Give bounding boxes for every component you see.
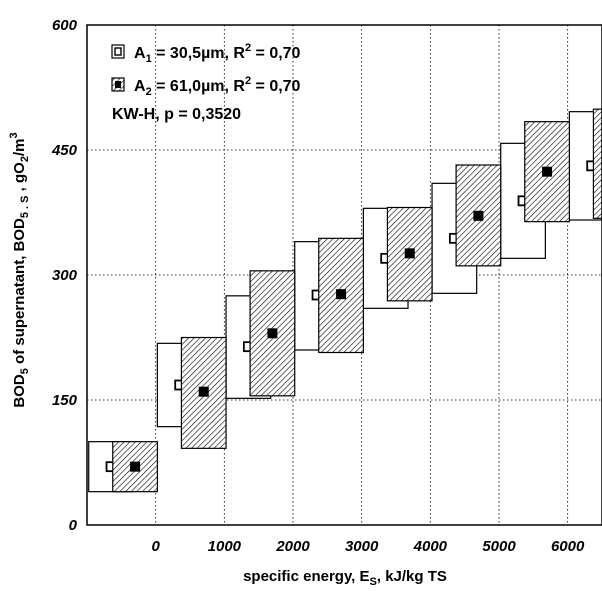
x-tick-label: 0 (151, 538, 160, 555)
x-tick-label: 4000 (413, 538, 448, 555)
y-tick-label: 0 (69, 517, 78, 534)
y-tick-label: 600 (52, 17, 78, 34)
box-series-2 (592, 108, 602, 219)
legend: A1 = 30,5µm, R2 = 0,70 A2 = 61,0µm, R2 =… (111, 42, 301, 123)
y-tick-label: 150 (52, 392, 78, 409)
legend-note: KW-H, p = 0,3520 (112, 106, 241, 123)
y-tick-label: 300 (52, 267, 78, 284)
x-tick-label: 2000 (275, 538, 310, 555)
x-tick-label: 3000 (345, 538, 379, 555)
legend-entry-2: A2 = 61,0µm, R2 = 0,70 (134, 75, 301, 98)
mean-marker-series-2 (404, 248, 415, 259)
legend-open-square-inner-icon (114, 47, 122, 56)
mean-marker-series-2 (130, 461, 141, 472)
x-tick-label: 6000 (551, 538, 585, 555)
y-tick-labels: 0 150 300 450 600 (51, 17, 78, 534)
mean-marker-series-2 (542, 166, 553, 177)
legend-entry-1: A1 = 30,5µm, R2 = 0,70 (134, 42, 301, 65)
y-axis-title: BOD5 of supernatant, BOD5 . S , gO2/m3 (8, 132, 31, 407)
box-series-2 (249, 270, 296, 397)
x-axis-title: specific energy, ES, kJ/kg TS (243, 568, 447, 586)
box-layer (88, 108, 602, 493)
x-tick-label: 1000 (208, 538, 242, 555)
mean-marker-series-2 (198, 386, 209, 397)
x-tick-label: 5000 (482, 538, 516, 555)
legend-filled-square-icon (115, 81, 121, 88)
y-tick-label: 450 (51, 142, 78, 159)
mean-marker-series-2 (267, 328, 278, 339)
plot-frame (86, 24, 602, 526)
x-tick-labels: 0 1000 2000 3000 4000 5000 6000 (151, 538, 585, 555)
box-group (88, 108, 602, 493)
mean-marker-series-2 (473, 210, 484, 221)
box-series-2 (180, 336, 227, 449)
mean-marker-series-2 (336, 289, 347, 300)
